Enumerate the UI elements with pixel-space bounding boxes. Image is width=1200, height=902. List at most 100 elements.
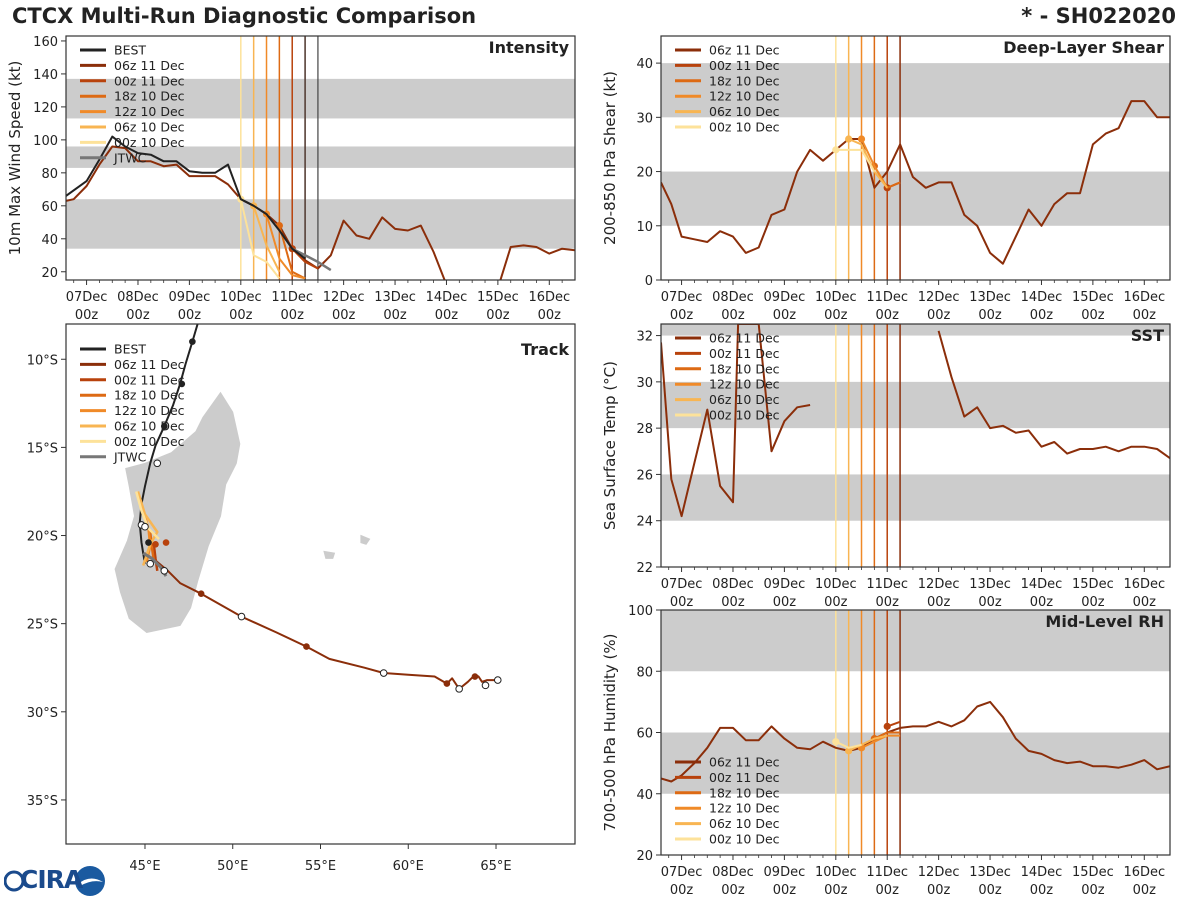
x-tick-label: 14Dec bbox=[1021, 290, 1063, 305]
legend-label: 00z 11 Dec bbox=[114, 73, 185, 88]
x-tick-sublabel: 00z bbox=[75, 308, 99, 323]
x-tick-label: 65°E bbox=[480, 859, 511, 874]
x-tick-sublabel: 00z bbox=[1081, 595, 1105, 610]
legend-label: 00z 11 Dec bbox=[114, 372, 185, 387]
x-tick-sublabel: 00z bbox=[538, 308, 562, 323]
legend-label: 12z 10 Dec bbox=[709, 89, 780, 104]
x-tick-label: 60°E bbox=[393, 859, 424, 874]
x-tick-label: 10Dec bbox=[220, 290, 262, 305]
y-tick-label: 40 bbox=[636, 788, 653, 803]
x-tick-sublabel: 00z bbox=[383, 308, 407, 323]
series-line bbox=[937, 330, 1170, 460]
y-tick-label: 25°S bbox=[27, 618, 58, 633]
y-tick-label: 20 bbox=[41, 266, 58, 281]
x-tick-label: 14Dec bbox=[1021, 577, 1063, 592]
legend-label: 06z 11 Dec bbox=[709, 43, 780, 58]
track-marker-filled bbox=[197, 590, 205, 597]
track-title: Track bbox=[521, 340, 569, 359]
y-tick-label: 20 bbox=[636, 849, 653, 864]
rh-ylabel: 700-500 hPa Humidity (%) bbox=[601, 633, 619, 831]
intensity-ylabel: 10m Max Wind Speed (kt) bbox=[6, 61, 24, 256]
threshold-band bbox=[661, 610, 1170, 672]
shear-frame bbox=[660, 35, 1171, 281]
series-marker bbox=[845, 135, 853, 143]
x-tick-sublabel: 00z bbox=[978, 308, 1002, 323]
legend-label: 06z 11 Dec bbox=[114, 58, 185, 73]
legend-label: 18z 10 Dec bbox=[114, 89, 185, 104]
legend-label: 00z 10 Dec bbox=[114, 135, 185, 150]
x-tick-label: 16Dec bbox=[1123, 865, 1165, 880]
intensity-frame bbox=[65, 35, 576, 281]
series-line bbox=[661, 100, 1170, 265]
y-tick-label: 60 bbox=[636, 727, 653, 742]
land-mass bbox=[323, 550, 336, 559]
rh-plot-area bbox=[661, 610, 1170, 855]
y-tick-label: 20°S bbox=[27, 530, 58, 545]
series-line bbox=[661, 324, 811, 518]
cira-logo: CIRA bbox=[3, 864, 108, 898]
track-marker-filled bbox=[145, 539, 152, 546]
legend-label: 18z 10 Dec bbox=[709, 73, 780, 88]
intensity-panel: 20 40 60 80 100 120 140 160 07Dec 00z 08Dec 00z 09De… bbox=[6, 35, 576, 323]
sst-panel: 22 24 26 28 30 32 07Dec 00z 08Dec 00z 09Dec 00z 10De… bbox=[601, 323, 1171, 610]
series-line bbox=[861, 734, 901, 749]
legend-label: 06z 11 Dec bbox=[709, 755, 780, 770]
legend-label: BEST bbox=[114, 342, 146, 357]
x-tick-label: 13Dec bbox=[969, 865, 1011, 880]
x-tick-label: 16Dec bbox=[1123, 577, 1165, 592]
y-tick-label: 30 bbox=[636, 376, 653, 391]
x-tick-label: 12Dec bbox=[918, 865, 960, 880]
x-tick-label: 10Dec bbox=[815, 865, 857, 880]
track-marker-open bbox=[141, 522, 149, 531]
sst-plot-area bbox=[661, 324, 1170, 567]
x-tick-sublabel: 00z bbox=[435, 308, 459, 323]
x-tick-sublabel: 00z bbox=[876, 308, 900, 323]
x-tick-label: 11Dec bbox=[271, 290, 313, 305]
legend-label: JTWC bbox=[113, 150, 147, 165]
legend-label: 06z 10 Dec bbox=[114, 120, 185, 135]
y-tick-label: 80 bbox=[636, 665, 653, 680]
track-marker-filled bbox=[189, 338, 196, 345]
x-tick-label: 09Dec bbox=[169, 290, 211, 305]
sst-frame bbox=[660, 323, 1171, 568]
series-line bbox=[661, 700, 1170, 783]
y-tick-label: 40 bbox=[636, 57, 653, 72]
y-tick-label: 28 bbox=[636, 422, 653, 437]
x-tick-sublabel: 00z bbox=[1133, 883, 1157, 898]
shear-panel: 0 10 20 30 40 07Dec 00z 08Dec 00z 09Dec 00z 10Dec 00… bbox=[601, 35, 1171, 323]
series-line bbox=[848, 734, 888, 752]
x-tick-label: 11Dec bbox=[866, 577, 908, 592]
x-tick-sublabel: 00z bbox=[1133, 308, 1157, 323]
x-tick-label: 13Dec bbox=[969, 290, 1011, 305]
x-tick-label: 13Dec bbox=[374, 290, 416, 305]
track-marker-filled bbox=[178, 380, 186, 388]
legend-label: 00z 10 Dec bbox=[114, 434, 185, 449]
y-tick-label: 80 bbox=[41, 167, 58, 182]
legend-label: 06z 11 Dec bbox=[709, 331, 780, 346]
y-tick-label: 10 bbox=[636, 220, 653, 235]
track-marker-filled bbox=[152, 541, 159, 548]
y-tick-label: 40 bbox=[41, 233, 58, 248]
y-tick-label: 30°S bbox=[27, 706, 58, 721]
track-panel: 45°E 50°E 55°E 60°E 65°E 10°S 15°S 20°S 25°S 30°S… bbox=[27, 323, 576, 874]
x-tick-sublabel: 00z bbox=[670, 308, 694, 323]
x-tick-label: 08Dec bbox=[712, 577, 754, 592]
series-line bbox=[835, 148, 876, 173]
x-tick-label: 15Dec bbox=[1072, 865, 1114, 880]
sst-title: SST bbox=[1131, 326, 1164, 345]
x-tick-sublabel: 00z bbox=[876, 595, 900, 610]
x-tick-label: 15Dec bbox=[1072, 577, 1114, 592]
series-line bbox=[835, 740, 862, 749]
x-tick-sublabel: 00z bbox=[978, 595, 1002, 610]
shear-title: Deep-Layer Shear bbox=[1003, 38, 1164, 57]
legend-label: 06z 10 Dec bbox=[709, 392, 780, 407]
x-tick-label: 14Dec bbox=[426, 290, 468, 305]
x-tick-label: 07Dec bbox=[661, 577, 703, 592]
y-tick-label: 22 bbox=[636, 561, 653, 576]
y-tick-label: 10°S bbox=[27, 353, 58, 368]
x-tick-sublabel: 00z bbox=[824, 595, 848, 610]
x-tick-label: 07Dec bbox=[661, 290, 703, 305]
